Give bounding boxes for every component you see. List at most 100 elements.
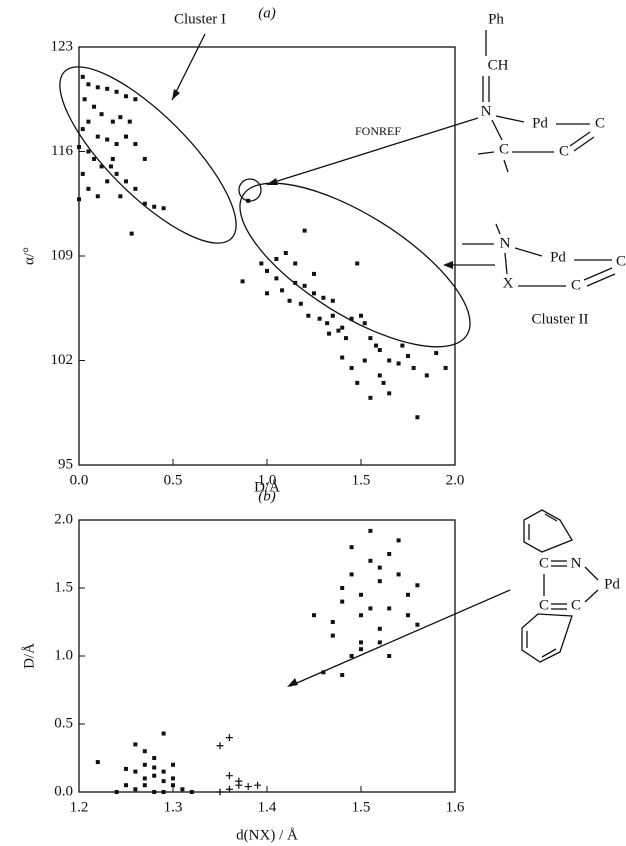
atom-label: N bbox=[571, 555, 582, 571]
x-axis-label: d(NX) / Å bbox=[236, 827, 298, 843]
atom-label: Pd bbox=[532, 115, 548, 131]
point bbox=[340, 355, 345, 360]
annotation: Cluster I bbox=[174, 11, 226, 27]
point bbox=[359, 647, 363, 652]
point bbox=[161, 731, 166, 736]
x-tick-label: 1.5 bbox=[352, 799, 371, 815]
plot-frame bbox=[78, 46, 456, 466]
point bbox=[349, 545, 354, 550]
point bbox=[387, 606, 392, 611]
arrow bbox=[171, 33, 206, 101]
atom-label: Pd bbox=[550, 249, 566, 265]
point bbox=[396, 361, 401, 366]
atom-label: C bbox=[616, 253, 626, 269]
point bbox=[293, 261, 298, 266]
chart-title: (b) bbox=[258, 488, 276, 504]
x-axis-label: D/Å bbox=[254, 479, 280, 495]
x-tick-label: 1.6 bbox=[446, 799, 465, 815]
point bbox=[359, 592, 363, 597]
point bbox=[161, 769, 166, 774]
atom-label: C bbox=[499, 141, 509, 157]
atom-label: C bbox=[571, 277, 581, 293]
structure: C N C C Pd bbox=[521, 509, 620, 663]
point bbox=[108, 164, 113, 169]
point bbox=[133, 742, 138, 747]
point bbox=[152, 773, 157, 778]
point bbox=[312, 291, 316, 296]
point bbox=[368, 395, 373, 400]
point bbox=[406, 592, 410, 597]
arrowhead bbox=[443, 261, 453, 269]
point bbox=[171, 762, 175, 767]
point bbox=[330, 620, 335, 624]
point bbox=[124, 766, 128, 771]
point bbox=[80, 171, 85, 176]
point bbox=[114, 790, 119, 794]
point bbox=[265, 268, 269, 273]
point bbox=[265, 291, 269, 296]
point bbox=[330, 298, 335, 303]
point bbox=[330, 633, 335, 638]
point bbox=[246, 198, 251, 203]
point bbox=[114, 171, 119, 176]
point bbox=[377, 565, 382, 570]
y-tick-label: 0.5 bbox=[54, 715, 73, 731]
point bbox=[340, 673, 345, 678]
point bbox=[387, 391, 392, 396]
chart-title: (a) bbox=[258, 5, 276, 21]
x-tick-label: 0.5 bbox=[164, 472, 183, 488]
point bbox=[118, 115, 123, 120]
structure: Ph CH N Pd C C C bbox=[477, 11, 605, 173]
annotation: Cluster II bbox=[531, 311, 588, 327]
point bbox=[280, 288, 285, 293]
y-axis-label: D/Å bbox=[21, 643, 37, 669]
point bbox=[349, 572, 354, 577]
point bbox=[415, 622, 420, 627]
atom-label: C bbox=[539, 555, 549, 571]
point bbox=[340, 325, 345, 330]
point bbox=[359, 640, 363, 645]
point bbox=[368, 606, 373, 611]
point bbox=[377, 640, 382, 645]
point bbox=[142, 776, 147, 781]
arrowhead bbox=[287, 678, 298, 687]
point bbox=[133, 769, 138, 774]
point bbox=[118, 194, 123, 199]
atom-label: CH bbox=[488, 57, 509, 73]
point bbox=[124, 134, 128, 139]
point bbox=[124, 94, 128, 99]
point bbox=[368, 528, 373, 533]
point bbox=[225, 785, 233, 793]
point bbox=[95, 760, 100, 765]
cluster-ellipse bbox=[59, 66, 237, 244]
point bbox=[287, 298, 292, 303]
point bbox=[406, 354, 410, 359]
x-tick-label: 1.3 bbox=[164, 799, 183, 815]
point bbox=[86, 119, 91, 124]
point bbox=[327, 331, 332, 336]
point bbox=[349, 316, 354, 321]
atom-label: N bbox=[481, 103, 492, 119]
point bbox=[424, 373, 429, 378]
point bbox=[225, 772, 233, 780]
annotation: FONREF bbox=[355, 124, 401, 138]
point bbox=[274, 276, 279, 281]
point bbox=[415, 415, 420, 420]
point bbox=[434, 351, 439, 356]
point bbox=[343, 336, 348, 341]
atom-label: X bbox=[503, 275, 514, 291]
point bbox=[317, 316, 322, 321]
point bbox=[161, 206, 166, 211]
point bbox=[406, 613, 410, 618]
y-axis-label: α/° bbox=[21, 247, 37, 265]
point bbox=[362, 358, 367, 363]
arrow bbox=[267, 117, 479, 185]
point bbox=[254, 781, 262, 789]
fonref-circle bbox=[238, 178, 262, 202]
x-tick-label: 1.4 bbox=[258, 799, 277, 815]
point bbox=[133, 186, 138, 191]
point bbox=[99, 164, 104, 169]
point bbox=[325, 321, 330, 326]
point bbox=[377, 579, 382, 584]
point bbox=[110, 119, 115, 124]
